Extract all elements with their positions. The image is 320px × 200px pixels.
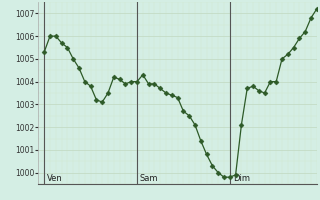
Text: Dim: Dim — [233, 174, 250, 183]
Text: Ven: Ven — [47, 174, 63, 183]
Text: Sam: Sam — [140, 174, 158, 183]
